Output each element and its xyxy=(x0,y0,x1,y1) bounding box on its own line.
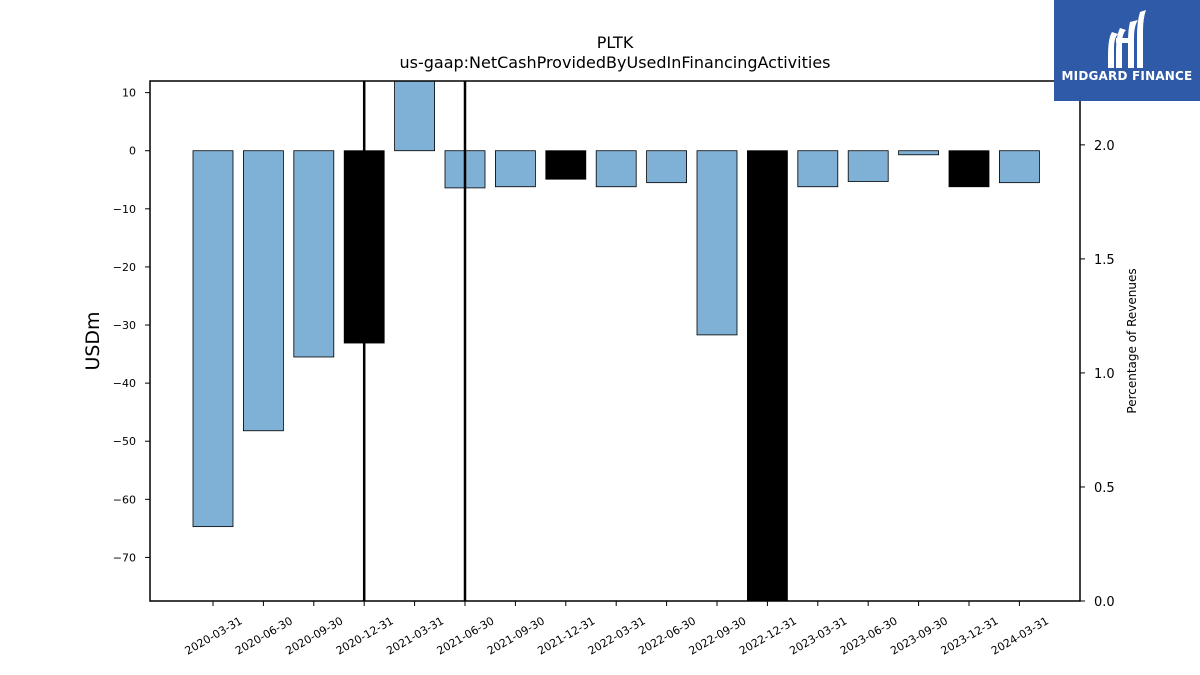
logo-text: MIDGARD FINANCE xyxy=(1061,69,1193,83)
y2-tick-label: 0.5 xyxy=(1094,481,1115,496)
y2-tick-label: 0.0 xyxy=(1094,595,1115,610)
chart-title: PLTK xyxy=(597,33,634,52)
y-tick-label: −60 xyxy=(113,493,136,506)
bar-2022-06-30 xyxy=(646,150,687,184)
bar-2024-03-31 xyxy=(999,150,1040,184)
bar-2023-06-30 xyxy=(847,150,889,182)
y-tick-label: −70 xyxy=(113,551,136,564)
y2-axis-label: Percentage of Revenues xyxy=(1125,268,1139,413)
y-tick-label: −50 xyxy=(113,435,136,448)
y-tick-label: 0 xyxy=(129,145,136,158)
bar-2020-09-30 xyxy=(293,150,335,358)
y-tick-label: −30 xyxy=(113,319,136,332)
y-axis-label: USDm xyxy=(82,311,104,370)
plot-frame xyxy=(149,80,1081,602)
bar-2022-12-31 xyxy=(747,150,788,601)
y2-tick-label: 1.5 xyxy=(1094,253,1115,268)
midgard-finance-logo: MIDGARD FINANCE xyxy=(1054,0,1200,101)
chart-subtitle: us-gaap:NetCashProvidedByUsedInFinancing… xyxy=(399,53,830,72)
bar-2021-12-31 xyxy=(545,150,587,180)
bar-2023-12-31 xyxy=(948,150,990,188)
y2-tick-label: 1.0 xyxy=(1094,367,1115,382)
bar-2020-06-30 xyxy=(242,150,284,432)
x-tick-label: 2024-03-31 xyxy=(989,614,1051,657)
bar-2023-03-31 xyxy=(797,150,839,188)
bar-2021-03-31 xyxy=(394,81,436,152)
y-tick-label: −10 xyxy=(113,203,136,216)
bar-2023-09-30 xyxy=(898,150,939,156)
bar-2020-03-31 xyxy=(192,150,234,528)
y-tick-label: −40 xyxy=(113,377,136,390)
bar-2021-09-30 xyxy=(494,150,536,188)
bar-2022-03-31 xyxy=(595,150,637,188)
logo-icon xyxy=(1108,10,1146,68)
y-tick-label: −20 xyxy=(113,261,136,274)
y-tick-label: 10 xyxy=(122,87,136,100)
y2-tick-label: 2.0 xyxy=(1094,139,1115,154)
bar-2022-09-30 xyxy=(696,150,738,336)
